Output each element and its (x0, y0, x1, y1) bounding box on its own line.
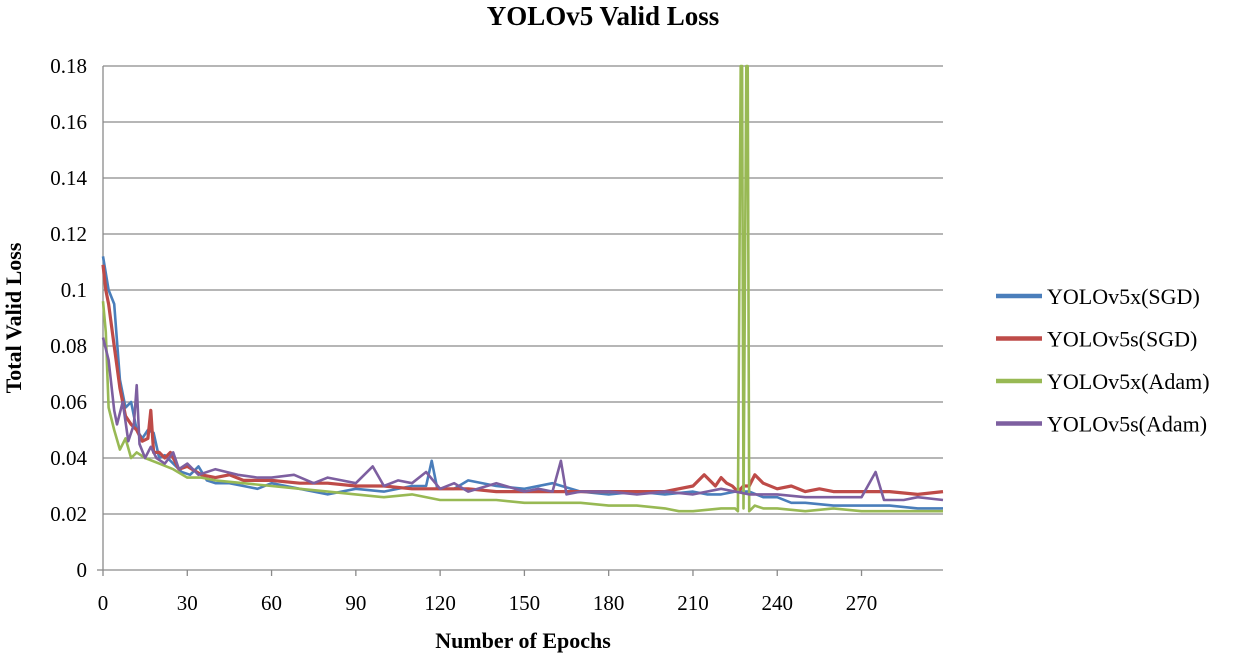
y-tick-label: 0.04 (50, 446, 87, 470)
y-axis-title: Total Valid Loss (1, 242, 26, 393)
legend-label: YOLOv5s(SGD) (1047, 327, 1197, 352)
series-line-yolov5s-sgd (101, 264, 944, 496)
x-tick-label: 240 (761, 591, 793, 615)
x-tick-label: 90 (345, 591, 366, 615)
series-line-yolov5x-sgd (101, 256, 943, 510)
axes (97, 66, 943, 576)
x-tick-label: 210 (677, 591, 709, 615)
x-tick-label: 30 (177, 591, 198, 615)
series-lines (101, 64, 944, 513)
y-tick-label: 0.12 (50, 222, 87, 246)
legend: YOLOv5x(SGD) YOLOv5s(SGD) YOLOv5x(Adam) YOL… (996, 284, 1210, 437)
x-tick-label: 150 (509, 591, 541, 615)
y-tick-labels: 0 0.02 0.04 0.06 0.08 0.1 0.12 0.14 0.16 0.18 (50, 54, 87, 582)
x-tick-label: 120 (424, 591, 456, 615)
y-tick-label: 0.02 (50, 502, 87, 526)
x-axis-title: Number of Epochs (435, 628, 611, 653)
grid-lines (103, 65, 943, 515)
y-tick-label: 0.1 (61, 278, 87, 302)
y-tick-label: 0.16 (50, 110, 87, 134)
y-tick-label: 0 (77, 558, 88, 582)
series-line-yolov5s-adam (101, 337, 944, 502)
series-line-yolov5x-adam (101, 64, 943, 513)
x-tick-labels: 0 30 60 90 120 150 180 210 240 270 (98, 591, 878, 615)
chart-title: YOLOv5 Valid Loss (487, 1, 720, 31)
y-tick-label: 0.14 (50, 166, 87, 190)
x-tick-label: 270 (846, 591, 878, 615)
y-tick-label: 0.08 (50, 334, 87, 358)
legend-label: YOLOv5s(Adam) (1047, 412, 1207, 437)
x-tick-label: 180 (593, 591, 625, 615)
x-tick-label: 0 (98, 591, 109, 615)
x-tick-label: 60 (261, 591, 282, 615)
y-tick-label: 0.06 (50, 390, 87, 414)
legend-label: YOLOv5x(SGD) (1047, 284, 1200, 309)
y-tick-label: 0.18 (50, 54, 87, 78)
legend-label: YOLOv5x(Adam) (1047, 369, 1210, 394)
